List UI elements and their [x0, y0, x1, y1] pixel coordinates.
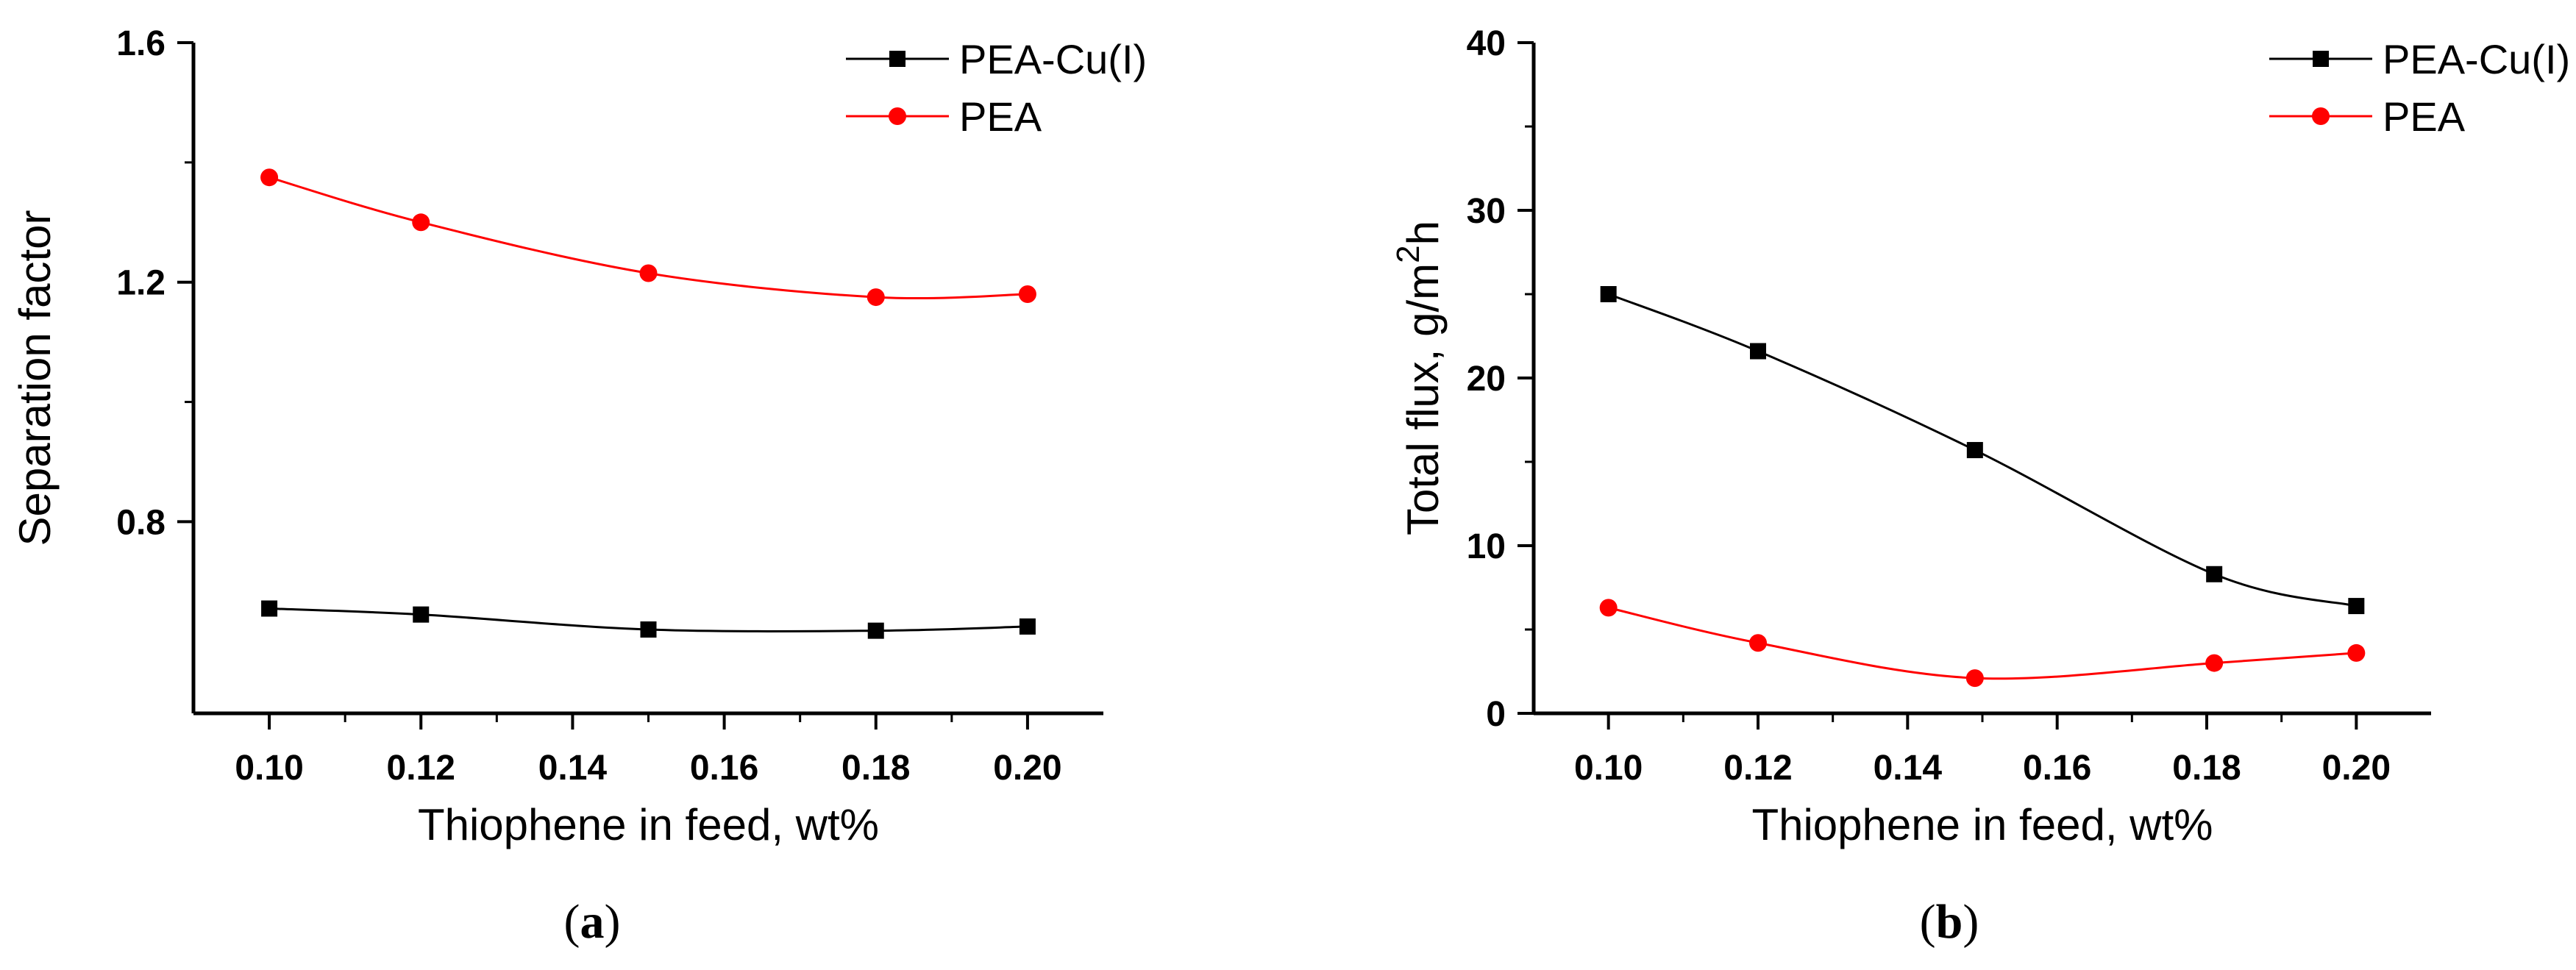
x-tick-label: 0.20 [993, 749, 1061, 788]
series-PEA [260, 168, 1036, 307]
y-tick-label: 30 [1467, 192, 1506, 231]
data-point-square [1019, 618, 1036, 635]
legend-marker-circle [2312, 107, 2330, 125]
y-axis-title-main: Total flux, g/m [1398, 263, 1448, 535]
data-point-square [261, 600, 278, 617]
panel-label-letter: b [1936, 895, 1963, 949]
series-line [1608, 606, 2357, 680]
panel-label-open: ( [1920, 895, 1936, 949]
x-axis-title: Thiophene in feed, wt% [1751, 800, 2213, 849]
legend-item-PEA: PEA [2269, 93, 2466, 140]
legend-item-PEA: PEA [846, 93, 1042, 140]
panel-a: 0.10 0.12 0.14 0.16 0.18 0.20 0.8 1.2 1.6 Thiophe… [10, 24, 1147, 949]
y-axis-title: Total flux, g/m2h [1390, 221, 1448, 535]
data-point-circle [2205, 654, 2224, 672]
data-point-square [2348, 598, 2365, 615]
y-axis-title-superscript: 2 [1390, 245, 1426, 263]
legend-marker-square [889, 51, 905, 67]
y-tick-label: 1.2 [116, 264, 166, 303]
panel-label-open: ( [564, 895, 580, 949]
x-tick-label: 0.14 [538, 749, 608, 788]
data-point-square [1750, 343, 1766, 360]
legend-item-PEA-Cu(I): PEA-Cu(I) [846, 36, 1147, 82]
y-tick-label: 0 [1486, 695, 1506, 734]
data-point-square [1600, 286, 1617, 302]
panel-label: (b) [1920, 895, 1979, 949]
data-point-square [2206, 566, 2223, 582]
series-PEA-Cu(I) [261, 600, 1036, 639]
y-tick-label: 1.6 [116, 24, 166, 63]
series-PEA-Cu(I) [1600, 286, 2365, 615]
legend-marker-circle [889, 107, 906, 125]
x-tick-label: 0.18 [842, 749, 910, 788]
panel-b: 0.10 0.12 0.14 0.16 0.18 0.20 0 10 20 30 40 Thiophe… [1390, 24, 2570, 949]
x-tick-label: 0.16 [690, 749, 758, 788]
legend-marker-square [2313, 51, 2329, 67]
x-tick-label: 0.20 [2322, 749, 2391, 788]
panel-label: (a) [564, 895, 621, 949]
data-point-circle [639, 264, 658, 282]
series-PEA [1599, 599, 2366, 688]
x-tick-label: 0.18 [2172, 749, 2241, 788]
x-tick-label: 0.10 [235, 749, 303, 788]
data-point-square [640, 621, 657, 638]
data-point-square [867, 622, 884, 639]
x-tick-label: 0.16 [2023, 749, 2091, 788]
legend-label: PEA [959, 93, 1042, 140]
data-point-circle [1749, 634, 1767, 652]
data-point-circle [1018, 285, 1036, 303]
y-tick-label: 40 [1467, 24, 1506, 63]
x-tick-label: 0.10 [1574, 749, 1643, 788]
panel-label-close: ) [1963, 895, 1979, 949]
panel-label-close: ) [605, 895, 621, 949]
data-point-circle [867, 288, 885, 307]
y-tick-label: 10 [1467, 527, 1506, 566]
y-tick-label: 0.8 [116, 503, 166, 542]
legend-item-PEA-Cu(I): PEA-Cu(I) [2269, 36, 2570, 82]
y-axis-title: Separation factor [10, 210, 60, 546]
data-point-circle [1599, 599, 1618, 617]
legend-label: PEA [2383, 93, 2466, 140]
data-point-circle [1965, 669, 1984, 688]
y-axis-title-suffix: h [1398, 221, 1448, 245]
data-point-square [413, 606, 430, 623]
x-tick-label: 0.12 [1723, 749, 1792, 788]
data-point-square [1966, 442, 1983, 459]
y-tick-label: 20 [1467, 360, 1506, 399]
legend-label: PEA-Cu(I) [959, 36, 1147, 82]
legend-label: PEA-Cu(I) [2383, 36, 2570, 82]
x-tick-label: 0.14 [1874, 749, 1943, 788]
x-tick-label: 0.12 [387, 749, 455, 788]
data-point-circle [412, 213, 430, 232]
data-point-circle [260, 168, 279, 187]
data-point-circle [2347, 643, 2366, 662]
x-axis-title: Thiophene in feed, wt% [418, 800, 879, 849]
panel-label-letter: a [580, 895, 605, 949]
